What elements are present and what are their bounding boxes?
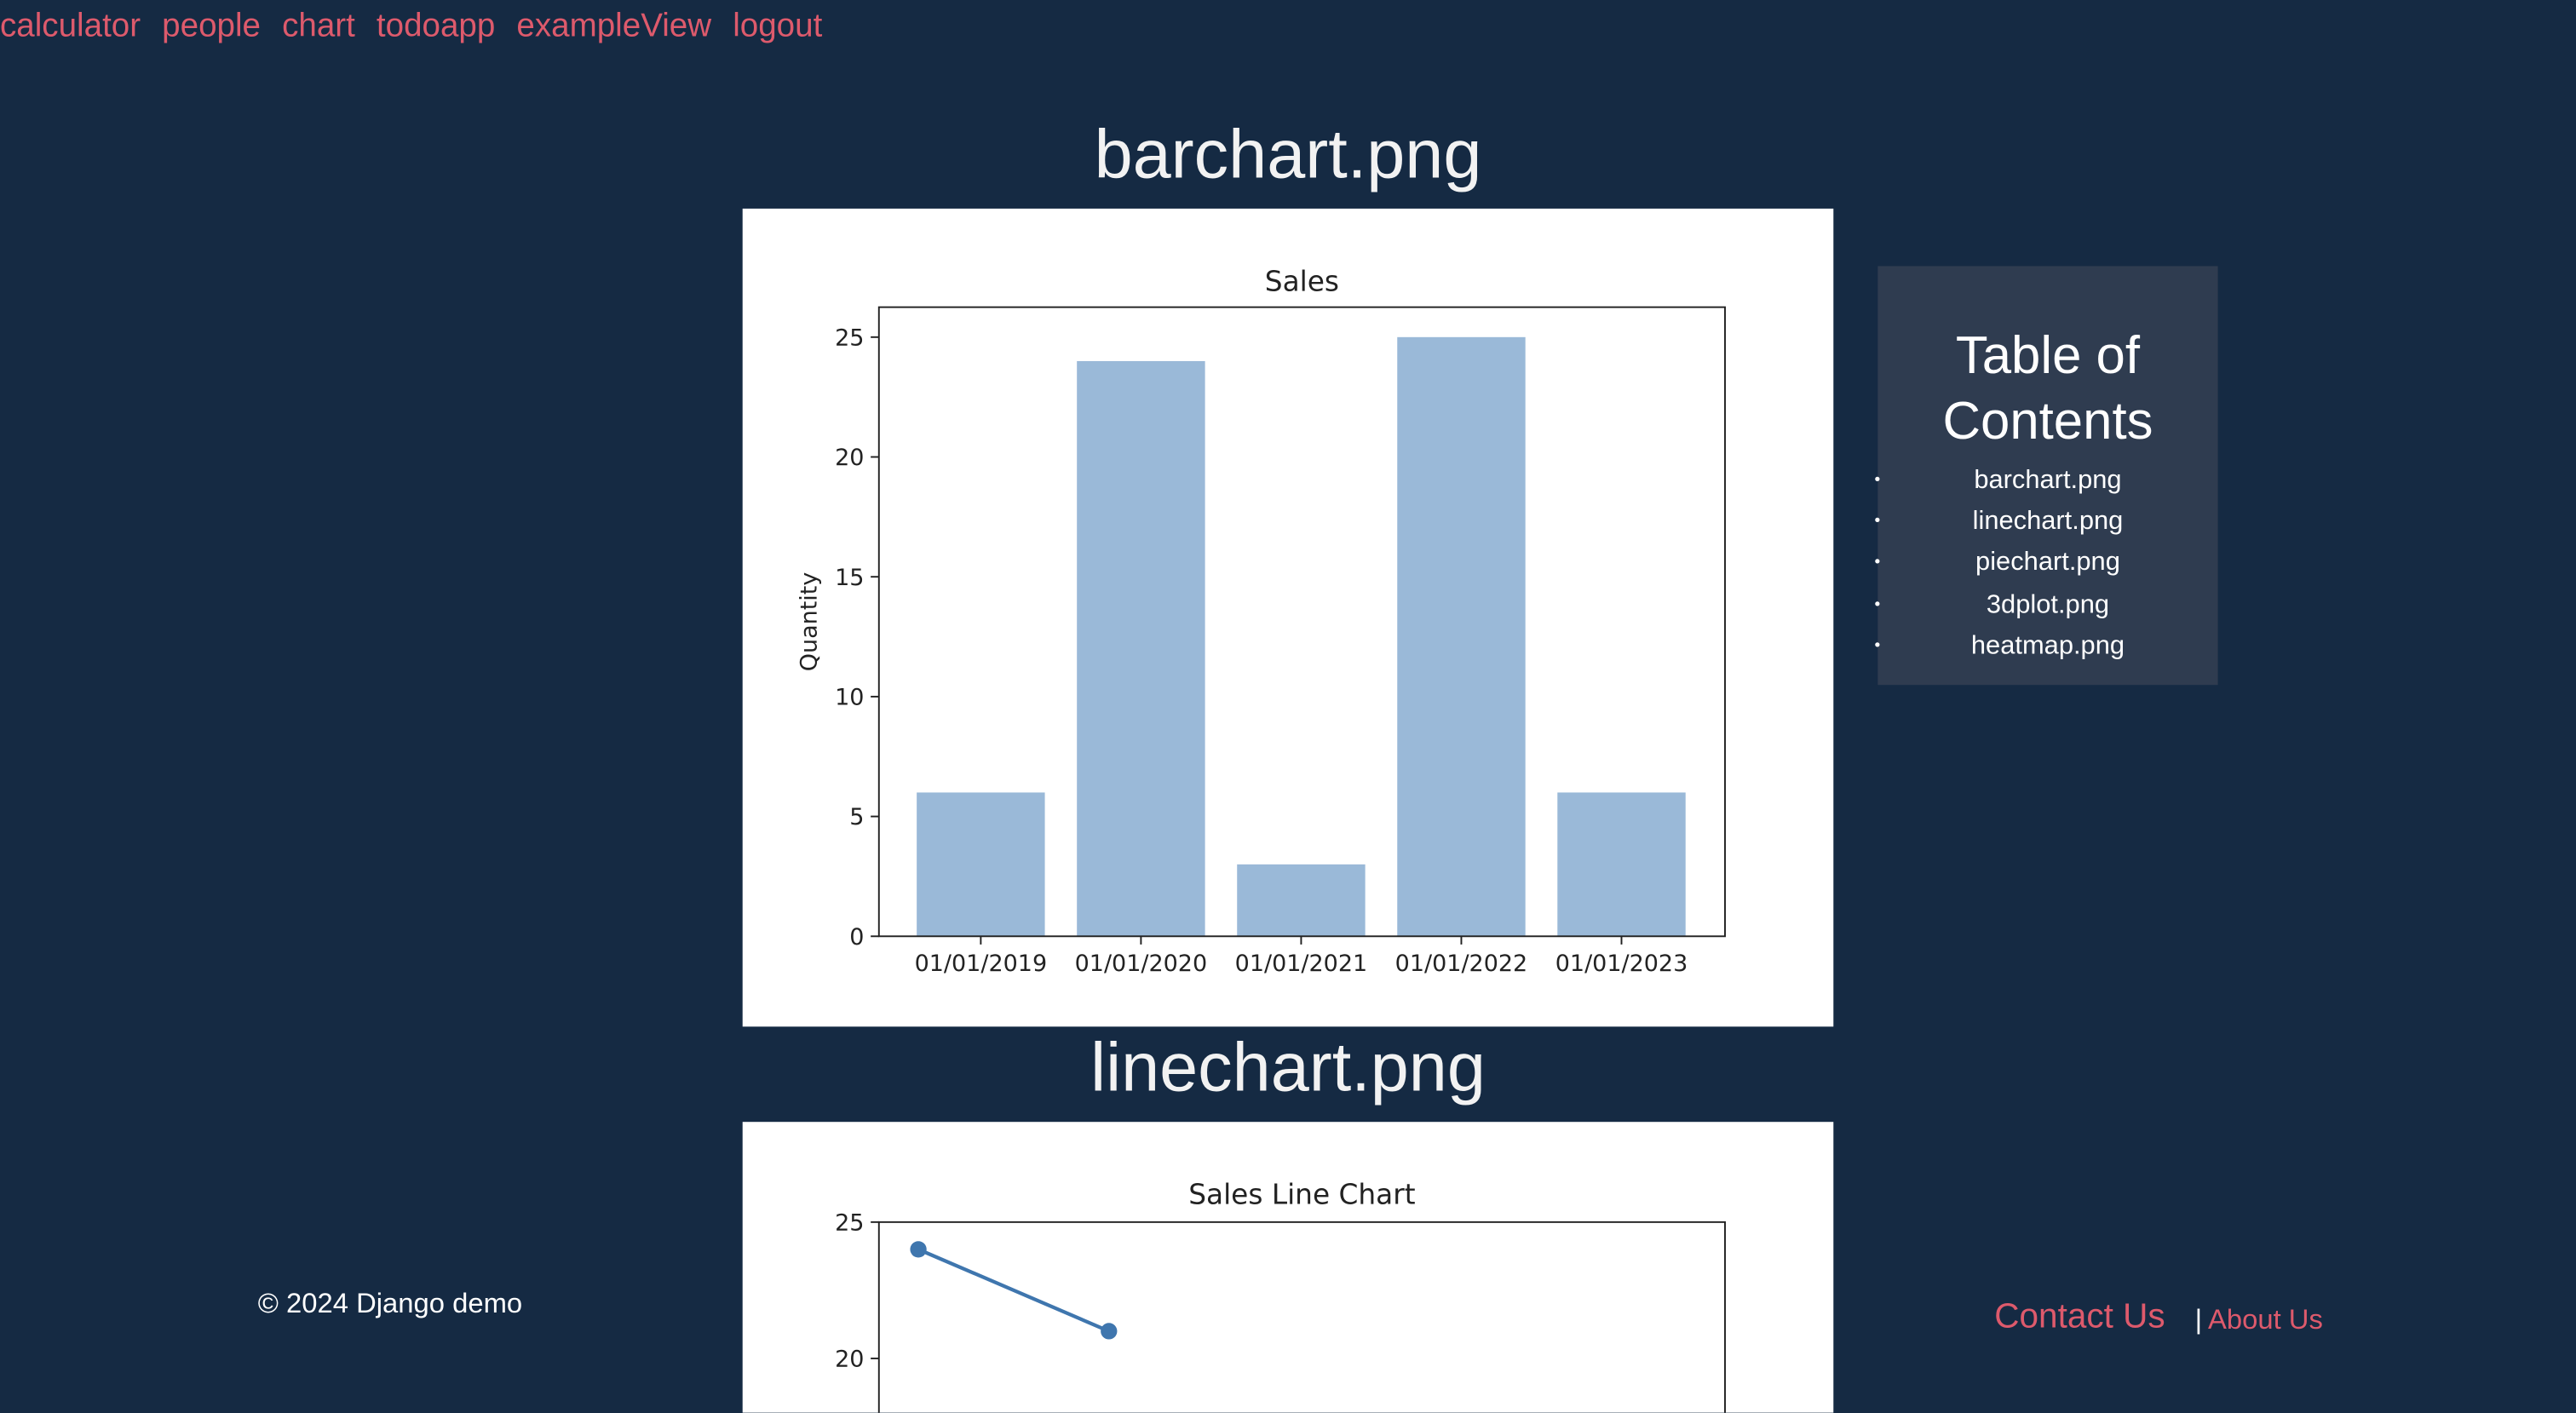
x-tick-label: 01/01/2020 bbox=[1075, 951, 1208, 977]
point bbox=[910, 1241, 927, 1258]
toc-list: barchart.pnglinechart.pngpiechart.png3dp… bbox=[1874, 460, 2217, 667]
bar bbox=[917, 792, 1045, 937]
bar bbox=[1077, 360, 1205, 937]
chart-title: Sales Line Chart bbox=[1188, 1179, 1416, 1211]
bar bbox=[1237, 864, 1366, 937]
nav-link[interactable]: todoapp bbox=[376, 8, 496, 45]
table-of-contents: Table of Contents barchart.pnglinechart.… bbox=[1874, 266, 2218, 686]
y-tick-label: 25 bbox=[835, 325, 864, 351]
bar-chart-image: Sales Quantity 01/01/2019 01/01/2020 01/01/2… bbox=[742, 208, 1834, 1027]
y-tick-label: 15 bbox=[835, 565, 864, 591]
y-tick-label: 10 bbox=[835, 685, 864, 711]
toc-item[interactable]: heatmap.png bbox=[1874, 625, 2217, 667]
nav-bar: calculator people chart todoapp exampleView l… bbox=[0, 9, 843, 46]
y-tick-label: 25 bbox=[835, 1209, 864, 1236]
about-link[interactable]: About Us bbox=[2207, 1304, 2323, 1335]
y-tick-label: 0 bbox=[849, 924, 864, 951]
y-axis-label: Quantity bbox=[796, 572, 822, 672]
nav-link[interactable]: exampleView bbox=[516, 8, 712, 45]
toc-item[interactable]: 3dplot.png bbox=[1874, 584, 2217, 626]
section-heading: linechart.png bbox=[1090, 1028, 1486, 1106]
x-tick-label: 01/01/2019 bbox=[915, 951, 1048, 977]
copyright: © 2024 Django demo bbox=[257, 1287, 523, 1319]
toc-item[interactable]: piechart.png bbox=[1874, 543, 2217, 584]
nav-link[interactable]: calculator bbox=[0, 8, 141, 45]
x-tick-label: 01/01/2022 bbox=[1395, 951, 1528, 977]
y-tick-label: 20 bbox=[835, 1347, 864, 1373]
x-tick-label: 01/01/2021 bbox=[1235, 951, 1368, 977]
separator: | bbox=[2194, 1304, 2203, 1335]
axes-frame bbox=[877, 306, 1726, 938]
section-heading: barchart.png bbox=[1094, 114, 1482, 192]
line-chart-image: Sales Line Chart 20 25 bbox=[742, 1122, 1834, 1413]
line bbox=[917, 1247, 1110, 1333]
x-tick-label: 01/01/2023 bbox=[1555, 951, 1688, 977]
contact-link[interactable]: Contact Us bbox=[1994, 1297, 2165, 1335]
chart-title: Sales bbox=[1265, 265, 1339, 297]
nav-link[interactable]: chart bbox=[282, 8, 355, 45]
bar bbox=[1397, 336, 1526, 937]
toc-item[interactable]: barchart.png bbox=[1874, 460, 2217, 502]
nav-link[interactable]: logout bbox=[733, 8, 823, 45]
y-tick-label: 5 bbox=[849, 804, 864, 830]
point bbox=[1101, 1323, 1118, 1340]
toc-item[interactable]: linechart.png bbox=[1874, 502, 2217, 543]
toc-title: Table of Contents bbox=[1942, 325, 2153, 451]
bar bbox=[1557, 792, 1686, 937]
axes-frame bbox=[877, 1221, 1726, 1413]
y-tick-label: 20 bbox=[835, 445, 864, 471]
nav-link[interactable]: people bbox=[162, 8, 262, 45]
